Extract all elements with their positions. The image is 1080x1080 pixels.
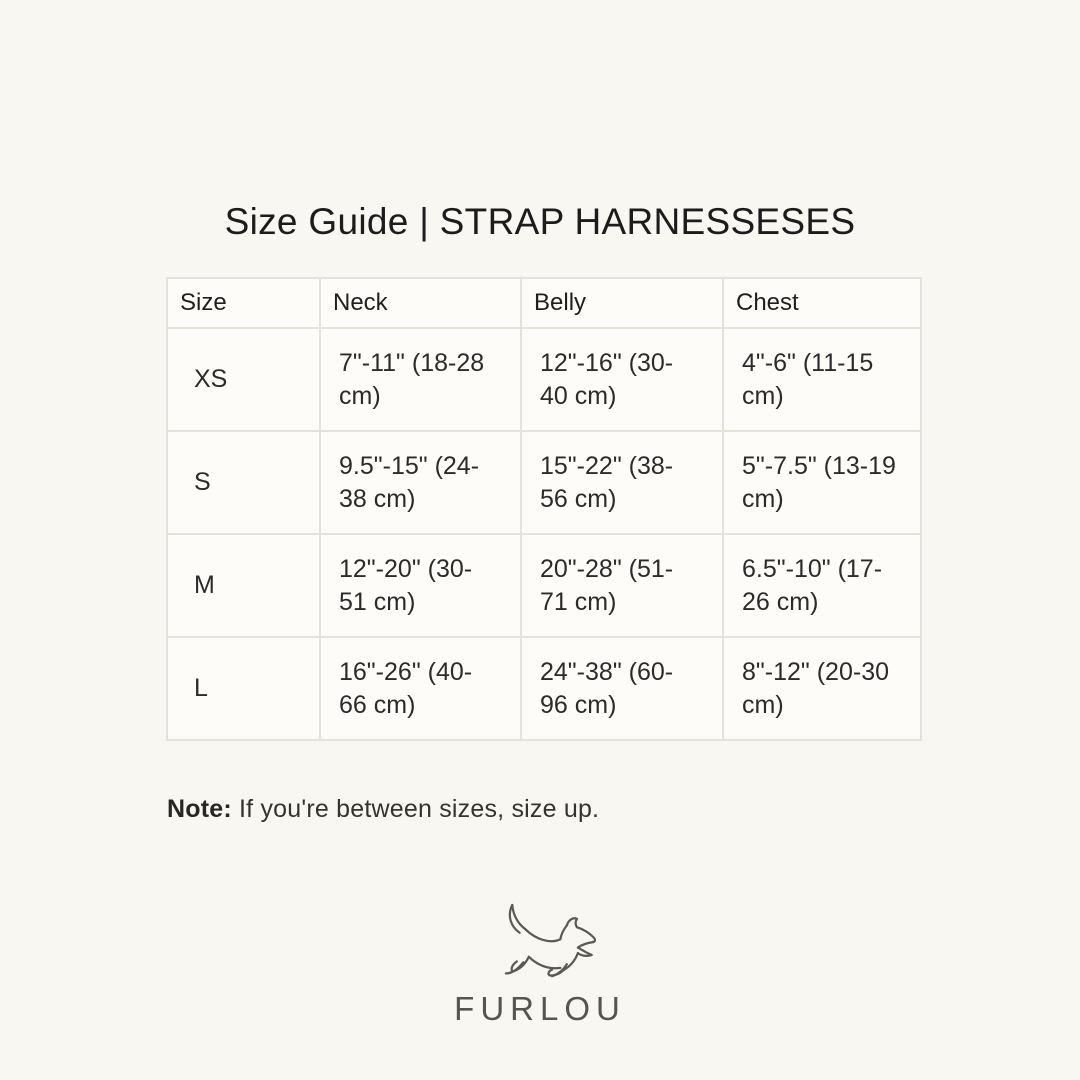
furlou-logo: FURLOU [0,898,1080,1028]
table-header-row: Size Neck Belly Chest [166,277,922,329]
belly-cell: 24"-38" (60-96 cm) [520,636,724,741]
table-row: M 12"-20" (30-51 cm) 20"-28" (51-71 cm) … [166,533,922,638]
belly-cell: 12"-16" (30-40 cm) [520,327,724,432]
leaping-dog-icon [504,903,597,978]
table-row: XS 7"-11" (18-28 cm) 12"-16" (30-40 cm) … [166,327,922,432]
furlou-wordmark: FURLOU [454,990,626,1027]
size-cell: L [166,636,321,741]
size-cell: XS [166,327,321,432]
neck-cell: 16"-26" (40-66 cm) [319,636,522,741]
chest-cell: 5"-7.5" (13-19 cm) [722,430,922,535]
note-text: If you're between sizes, size up. [231,795,600,823]
size-cell: S [166,430,321,535]
chest-cell: 6.5"-10" (17-26 cm) [722,533,922,638]
neck-cell: 9.5"-15" (24-38 cm) [319,430,522,535]
belly-cell: 15"-22" (38-56 cm) [520,430,724,535]
table-header-neck: Neck [319,277,522,329]
belly-cell: 20"-28" (51-71 cm) [520,533,724,638]
neck-cell: 7"-11" (18-28 cm) [319,327,522,432]
size-cell: M [166,533,321,638]
sizing-note: Note: If you're between sizes, size up. [167,795,599,824]
note-label: Note: [167,795,232,823]
page-title: Size Guide | STRAP HARNESSESES [224,201,856,242]
size-guide-table: Size Neck Belly Chest XS 7"-11" (18-28 c… [166,277,922,741]
table-header-belly: Belly [520,277,724,329]
neck-cell: 12"-20" (30-51 cm) [319,533,522,638]
chest-cell: 8"-12" (20-30 cm) [722,636,922,741]
chest-cell: 4"-6" (11-15 cm) [722,327,922,432]
table-header-size: Size [166,277,321,329]
table-row: S 9.5"-15" (24-38 cm) 15"-22" (38-56 cm)… [166,430,922,535]
table-header-chest: Chest [722,277,922,329]
table-row: L 16"-26" (40-66 cm) 24"-38" (60-96 cm) … [166,636,922,741]
